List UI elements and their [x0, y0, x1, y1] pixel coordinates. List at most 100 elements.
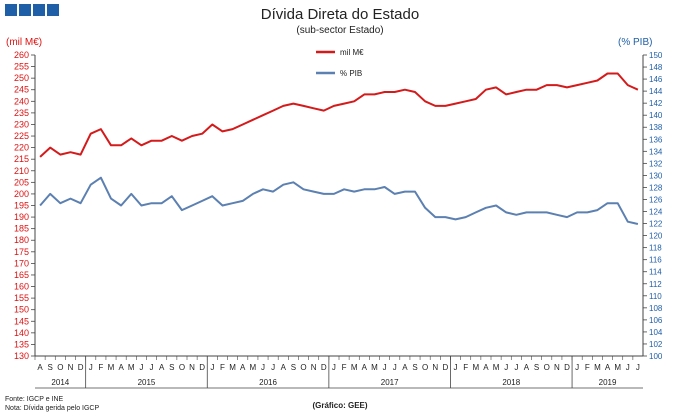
right-tick-label: 120: [649, 232, 663, 241]
right-tick-label: 138: [649, 123, 663, 132]
x-tick-label: D: [321, 363, 327, 372]
x-tick-label: N: [68, 363, 74, 372]
left-tick-label: 255: [14, 62, 29, 72]
x-tick-label: O: [179, 363, 185, 372]
right-tick-label: 128: [649, 183, 663, 192]
x-tick-label: O: [544, 363, 550, 372]
x-tick-label: A: [524, 363, 530, 372]
legend-label-pib: % PIB: [340, 69, 362, 78]
x-tick-label: M: [250, 363, 257, 372]
right-axis-unit: (% PIB): [618, 37, 652, 48]
x-tick-label: J: [261, 363, 265, 372]
x-tick-label: A: [402, 363, 408, 372]
x-tick-label: A: [281, 363, 287, 372]
x-tick-label: A: [118, 363, 124, 372]
x-tick-label: J: [150, 363, 154, 372]
left-tick-label: 200: [14, 189, 29, 199]
left-tick-label: 195: [14, 201, 29, 211]
left-tick-label: 165: [14, 270, 29, 280]
x-tick-label: S: [291, 363, 296, 372]
left-tick-label: 210: [14, 166, 29, 176]
logo-block-1: [5, 4, 17, 16]
x-tick-label: J: [89, 363, 93, 372]
series-line-debt: [39, 72, 639, 158]
right-tick-label: 122: [649, 220, 663, 229]
x-tick-label: M: [472, 363, 479, 372]
right-tick-label: 144: [649, 87, 663, 96]
x-tick-label: N: [432, 363, 438, 372]
left-tick-label: 205: [14, 177, 29, 187]
legend-label-debt: mil M€: [340, 48, 364, 57]
right-tick-label: 126: [649, 195, 663, 204]
x-tick-label: D: [564, 363, 570, 372]
x-tick-label: N: [554, 363, 560, 372]
x-tick-label: J: [139, 363, 143, 372]
x-tick-label: A: [37, 363, 43, 372]
right-tick-label: 132: [649, 159, 663, 168]
left-tick-label: 260: [14, 50, 29, 60]
right-tick-label: 108: [649, 304, 663, 313]
x-tick-label: M: [493, 363, 500, 372]
x-tick-label: D: [443, 363, 449, 372]
x-tick-label: O: [422, 363, 428, 372]
left-tick-label: 155: [14, 293, 29, 303]
left-tick-label: 130: [14, 351, 29, 361]
series-line-pib: [39, 176, 639, 225]
right-tick-label: 104: [649, 328, 663, 337]
chart-subtitle: (sub-sector Estado): [296, 25, 383, 36]
right-tick-label: 112: [649, 280, 662, 289]
footnote-source: Fonte: IGCP e INE: [5, 396, 64, 403]
year-label: 2019: [599, 378, 617, 387]
x-tick-label: O: [300, 363, 306, 372]
x-tick-label: D: [78, 363, 84, 372]
x-tick-label: F: [585, 363, 590, 372]
right-tick-label: 100: [649, 352, 663, 361]
x-tick-label: J: [626, 363, 630, 372]
chart-credit: (Gráfico: GEE): [312, 401, 367, 410]
year-label: 2015: [138, 378, 156, 387]
right-tick-label: 134: [649, 147, 663, 156]
chart-title: Dívida Direta do Estado: [261, 6, 419, 23]
left-tick-label: 220: [14, 143, 29, 153]
right-axis-ticks: 100 102 104 106 108 110 112 114 116 118 120 122 124 1…: [643, 51, 663, 361]
x-tick-label: J: [393, 363, 397, 372]
left-tick-label: 145: [14, 316, 29, 326]
logo-block-2: [19, 4, 31, 16]
x-tick-label: F: [342, 363, 347, 372]
left-tick-label: 140: [14, 328, 29, 338]
right-tick-label: 110: [649, 292, 662, 301]
x-tick-label: J: [271, 363, 275, 372]
x-tick-label: M: [229, 363, 236, 372]
x-tick-label: F: [463, 363, 468, 372]
x-tick-label: M: [371, 363, 378, 372]
right-tick-label: 124: [649, 208, 663, 217]
right-tick-label: 146: [649, 75, 663, 84]
x-tick-label: D: [199, 363, 205, 372]
left-tick-label: 240: [14, 96, 29, 106]
x-tick-label: S: [412, 363, 417, 372]
left-tick-label: 225: [14, 131, 29, 141]
left-tick-label: 175: [14, 247, 29, 257]
right-tick-label: 118: [649, 244, 662, 253]
footnote-note: Nota: Dívida gerida pelo IGCP: [5, 405, 99, 412]
x-tick-label: F: [220, 363, 225, 372]
logo-block-4: [47, 4, 59, 16]
left-tick-label: 245: [14, 85, 29, 95]
right-tick-label: 116: [649, 256, 662, 265]
left-tick-label: 185: [14, 224, 29, 234]
left-tick-label: 180: [14, 235, 29, 245]
left-tick-label: 230: [14, 119, 29, 129]
year-label: 2016: [259, 378, 277, 387]
year-label: 2017: [381, 378, 399, 387]
year-label: 2014: [51, 378, 69, 387]
x-tick-label: N: [311, 363, 317, 372]
x-tick-label: M: [128, 363, 135, 372]
x-tick-label: M: [108, 363, 115, 372]
series-lines: [39, 72, 639, 225]
x-tick-label: S: [48, 363, 53, 372]
x-tick-label: M: [351, 363, 358, 372]
right-tick-label: 148: [649, 63, 663, 72]
